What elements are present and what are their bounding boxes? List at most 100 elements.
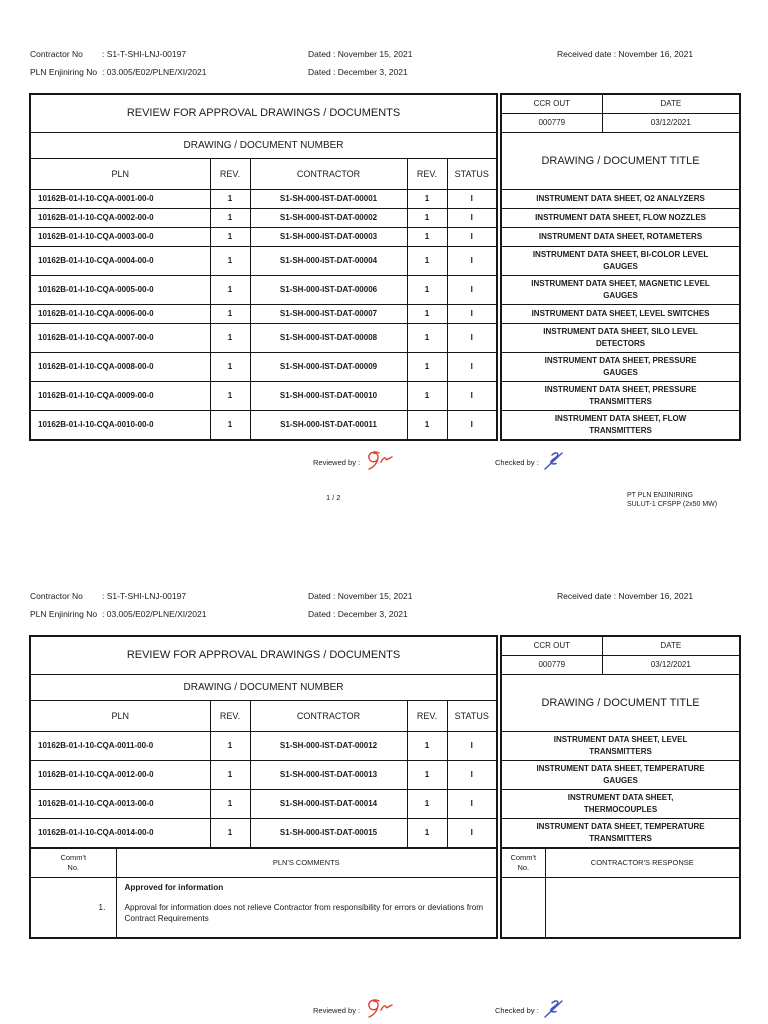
contractor-number-cell: S1-SH-000-IST-DAT-00006 <box>249 274 408 305</box>
pln-number-cell: 10162B-01-I-10-CQA-0004-00-0 <box>29 245 211 276</box>
date-value-cell: 03/12/2021 <box>601 654 742 675</box>
dated-1: Dated : November 15, 2021 <box>308 49 413 59</box>
pln-number-cell: 10162B-01-I-10-CQA-0011-00-0 <box>29 730 211 761</box>
doc-title-header-cell: DRAWING / DOCUMENT TITLE <box>500 131 742 190</box>
document-title-cell: INSTRUMENT DATA SHEET, FLOW TRANSMITTERS <box>500 409 742 441</box>
review-table: REVIEW FOR APPROVAL DRAWINGS / DOCUMENTS… <box>28 93 742 441</box>
table-row: 10162B-01-I-10-CQA-0005-00-0 1 S1-SH-000… <box>29 274 742 305</box>
rev-column-header: REV. <box>209 157 251 190</box>
table-header-section: REVIEW FOR APPROVAL DRAWINGS / DOCUMENTS… <box>28 635 742 732</box>
dated-1: Dated : November 15, 2021 <box>308 591 413 601</box>
contractor-number-cell: S1-SH-000-IST-DAT-00004 <box>249 245 408 276</box>
document-title-cell: INSTRUMENT DATA SHEET, SILO LEVEL DETECT… <box>500 322 742 353</box>
checked-signature <box>544 452 563 470</box>
status-cell: I <box>446 188 499 209</box>
contractor-number-cell: S1-SH-000-IST-DAT-00014 <box>249 788 408 819</box>
contractor-no-label: Contractor No <box>30 49 83 59</box>
document-title-cell: INSTRUMENT DATA SHEET, FLOW NOZZLES <box>500 207 742 228</box>
pln-no-value: : 03.005/E02/PLNE/XI/2021 <box>102 67 207 77</box>
ccr-out-value-cell: 000779 <box>500 654 603 675</box>
status-cell: I <box>446 788 499 819</box>
document-title-cell: INSTRUMENT DATA SHEET, PRESSURE GAUGES <box>500 351 742 382</box>
contractor-number-cell: S1-SH-000-IST-DAT-00002 <box>249 207 408 228</box>
status-cell: I <box>446 817 499 849</box>
contractor-rev-cell: 1 <box>406 817 448 849</box>
contractor-response-header: CONTRACTOR'S RESPONSE <box>544 846 742 878</box>
company-block: PT PLN ENJINIRING SULUT-1 CFSPP (2x50 MW… <box>627 491 717 510</box>
date-value-cell: 03/12/2021 <box>601 112 742 133</box>
contractor-rev-cell: 1 <box>406 759 448 790</box>
contractor-number-cell: S1-SH-000-IST-DAT-00013 <box>249 759 408 790</box>
company-name: PT PLN ENJINIRING <box>627 492 693 499</box>
contractor-rev-cell: 1 <box>406 207 448 228</box>
comment-no-header: Comm't No. <box>29 846 117 878</box>
contractor-number-cell: S1-SH-000-IST-DAT-00009 <box>249 351 408 382</box>
pln-number-cell: 10162B-01-I-10-CQA-0012-00-0 <box>29 759 211 790</box>
contractor-rev-cell: 1 <box>406 351 448 382</box>
pln-no-value: : 03.005/E02/PLNE/XI/2021 <box>102 609 207 619</box>
reviewed-by-block: Reviewed by : <box>313 451 397 473</box>
pln-no-label: PLN Enjiniring No <box>30 609 98 619</box>
contractor-rev-cell: 1 <box>406 226 448 247</box>
contractor-number-cell: S1-SH-000-IST-DAT-00012 <box>249 730 408 761</box>
contractor-rev-cell: 1 <box>406 274 448 305</box>
response-number-cell <box>500 877 546 939</box>
pln-rev-cell: 1 <box>209 788 251 819</box>
table-row: 10162B-01-I-10-CQA-0007-00-0 1 S1-SH-000… <box>29 322 742 353</box>
pln-rev-cell: 1 <box>209 322 251 353</box>
contractor-rev-cell: 1 <box>406 303 448 324</box>
pln-rev-cell: 1 <box>209 817 251 849</box>
pln-number-cell: 10162B-01-I-10-CQA-0010-00-0 <box>29 409 211 441</box>
table-gap <box>497 700 501 731</box>
comment-title: Approved for information <box>124 883 224 892</box>
document-title-cell: INSTRUMENT DATA SHEET, O2 ANALYZERS <box>500 188 742 209</box>
received-date: Received date : November 16, 2021 <box>557 49 694 59</box>
contractor-rev-cell: 1 <box>406 730 448 761</box>
table-row: 10162B-01-I-10-CQA-0006-00-0 1 S1-SH-000… <box>29 303 742 324</box>
rev-column-header: REV. <box>209 699 251 732</box>
date-header-cell: DATE <box>601 635 742 656</box>
pln-rev-cell: 1 <box>209 226 251 247</box>
pln-number-cell: 10162B-01-I-10-CQA-0014-00-0 <box>29 817 211 849</box>
pln-no-label: PLN Enjiniring No <box>30 67 98 77</box>
rev-column-header: REV. <box>406 699 448 732</box>
received-date: Received date : November 16, 2021 <box>557 591 694 601</box>
pln-rev-cell: 1 <box>209 207 251 228</box>
table-row: 10162B-01-I-10-CQA-0001-00-0 1 S1-SH-000… <box>29 188 742 209</box>
table-body-page-2: 10162B-01-I-10-CQA-0011-00-0 1 S1-SH-000… <box>29 730 742 849</box>
pln-rev-cell: 1 <box>209 188 251 209</box>
review-table: REVIEW FOR APPROVAL DRAWINGS / DOCUMENTS… <box>28 635 742 939</box>
document-title-cell: INSTRUMENT DATA SHEET, PRESSURE TRANSMIT… <box>500 380 742 411</box>
status-cell: I <box>446 274 499 305</box>
document-title-cell: INSTRUMENT DATA SHEET, TEMPERATURE GAUGE… <box>500 759 742 790</box>
table-row: 10162B-01-I-10-CQA-0004-00-0 1 S1-SH-000… <box>29 245 742 276</box>
status-cell: I <box>446 351 499 382</box>
contractor-number-cell: S1-SH-000-IST-DAT-00015 <box>249 817 408 849</box>
document-title-cell: INSTRUMENT DATA SHEET, LEVEL SWITCHES <box>500 303 742 324</box>
project-name: SULUT-1 CFSPP (2x50 MW) <box>627 501 718 509</box>
table-gap <box>497 158 501 189</box>
reviewed-by-label: Reviewed by : <box>313 1006 361 1015</box>
table-body-page-1: 10162B-01-I-10-CQA-0001-00-0 1 S1-SH-000… <box>29 188 742 441</box>
contractor-rev-cell: 1 <box>406 188 448 209</box>
pln-number-cell: 10162B-01-I-10-CQA-0013-00-0 <box>29 788 211 819</box>
contractor-no-value: : S1-T-SHI-LNJ-00197 <box>102 591 187 601</box>
pln-rev-cell: 1 <box>209 274 251 305</box>
doc-title-header-cell: DRAWING / DOCUMENT TITLE <box>500 673 742 732</box>
reviewed-signature <box>368 451 393 470</box>
contractor-rev-cell: 1 <box>406 322 448 353</box>
contractor-number-cell: S1-SH-000-IST-DAT-00011 <box>249 409 408 441</box>
pln-rev-cell: 1 <box>209 759 251 790</box>
pln-number-cell: 10162B-01-I-10-CQA-0005-00-0 <box>29 274 211 305</box>
pln-number-cell: 10162B-01-I-10-CQA-0001-00-0 <box>29 188 211 209</box>
pln-rev-cell: 1 <box>209 409 251 441</box>
pln-number-cell: 10162B-01-I-10-CQA-0007-00-0 <box>29 322 211 353</box>
contractor-column-header: CONTRACTOR <box>249 699 408 732</box>
table-row: 10162B-01-I-10-CQA-0011-00-0 1 S1-SH-000… <box>29 730 742 761</box>
date-header-cell: DATE <box>601 93 742 114</box>
status-column-header: STATUS <box>446 699 499 732</box>
status-cell: I <box>446 226 499 247</box>
pln-column-header: PLN <box>29 157 211 190</box>
contractor-number-cell: S1-SH-000-IST-DAT-00003 <box>249 226 408 247</box>
table-row: 10162B-01-I-10-CQA-0008-00-0 1 S1-SH-000… <box>29 351 742 382</box>
